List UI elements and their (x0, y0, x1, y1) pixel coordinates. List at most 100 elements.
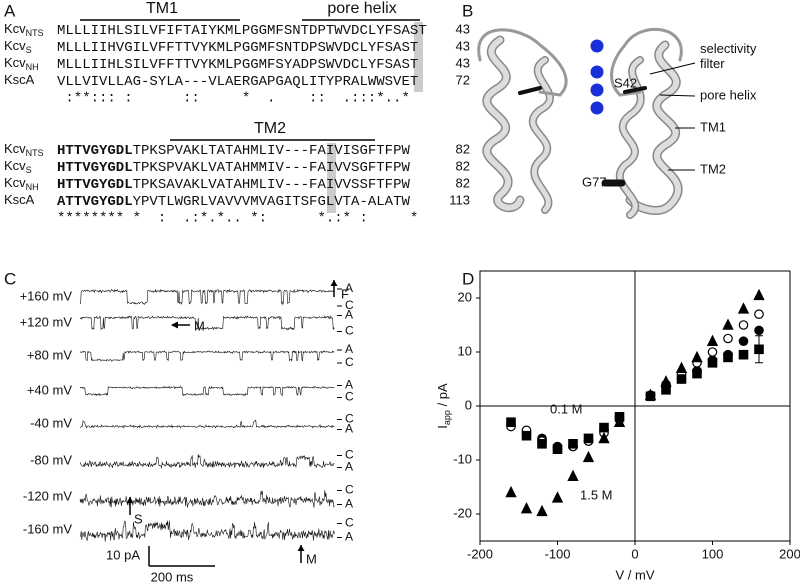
point (536, 504, 548, 517)
x-tick-label: 200 (779, 546, 800, 561)
sequence: HTTVGYGDLTPKSPVAKLVATAHMMIV---FAIVVSGFTF… (57, 160, 410, 176)
residue-number: 72 (456, 72, 470, 87)
point (753, 288, 765, 301)
state-label: C (345, 390, 354, 404)
region-label: TM2 (254, 120, 286, 137)
x-axis-label: V / mV (615, 567, 654, 582)
name-subscript: NTS (26, 148, 44, 158)
sequence: MLLLIIHVGILVFFTTVYKMLPGGMFSNTDPSWVDCLYFS… (57, 40, 418, 56)
point (723, 352, 733, 363)
ion (590, 65, 604, 79)
y-tick-label: 20 (458, 289, 472, 304)
name: KscA (4, 192, 35, 207)
point (738, 349, 749, 360)
state-label: A (345, 308, 353, 322)
point (505, 485, 517, 498)
sequence-name: KscA (4, 192, 35, 207)
leader-lines (649, 62, 696, 171)
point (613, 415, 626, 427)
sequence: MLLLIIHLSILVFFTTVYKMLPGGMFSYADPSWVDCLYFS… (57, 57, 418, 73)
state-label: C (345, 448, 354, 462)
residues: TPKSPVAKLVATAHMMIV---FAIVVSGFTFPW (133, 160, 411, 176)
sequence: ATTVGYGDLYPVTLWGRLVAVVVMVAGITSFGLVTA-ALA… (57, 194, 410, 210)
arrow-head (330, 280, 338, 286)
state-label: C (345, 412, 354, 426)
structure-label: selectivity filter (700, 41, 757, 71)
point (738, 336, 749, 346)
motif: HTTVGYGDL (57, 143, 133, 159)
point (722, 318, 734, 330)
state-label: A (345, 530, 353, 544)
state-label: C (345, 516, 354, 530)
state-label: A (345, 422, 353, 436)
y-axis-label: Iapp / pA (435, 383, 452, 429)
point (598, 431, 610, 444)
consensus: :**::: : :: * . :: .:::*..* (57, 91, 410, 107)
residue-number: 82 (456, 158, 470, 173)
point (521, 430, 532, 441)
state-label: C (345, 355, 354, 369)
y-tick-label: -20 (453, 505, 472, 520)
sequence-name: KcvNH (4, 175, 39, 192)
point (567, 469, 579, 481)
point (582, 450, 595, 463)
consensus: ******** * : .:*.*.. *: *.:* : * (57, 211, 418, 227)
residue-number: 43 (456, 55, 470, 70)
state-label: A (345, 378, 353, 392)
region-label: TM1 (146, 0, 178, 17)
y-tick-label: 0 (465, 397, 472, 412)
point (661, 385, 671, 395)
residue-number: 43 (456, 38, 470, 53)
residues: MLLLIIHVGILVFFTTVYKMLPGGMFSNTDPSWVDCLYFS… (57, 40, 418, 56)
panel-label: D (462, 269, 474, 288)
panel-label: A (4, 1, 16, 20)
state-label: C (345, 298, 354, 312)
current-trace (79, 419, 335, 430)
residues: YPVTLWGRLVAVVVMVAGITSFGLVTA-ALATW (133, 194, 411, 210)
ion (590, 101, 604, 115)
point (506, 417, 516, 427)
sequence-name: KcvS (4, 38, 32, 55)
point (660, 375, 672, 387)
state-label: A (345, 460, 353, 474)
sequence: MLLLIIHLSILVFIFTAIYKMLPGGMFSNTDPTWVDCLYF… (57, 23, 427, 39)
current-trace (79, 288, 335, 306)
point (738, 320, 749, 330)
point (706, 334, 719, 346)
sequence-name: KscA (4, 72, 35, 87)
point (520, 502, 533, 514)
current-trace (79, 520, 335, 542)
arrow-label: S (134, 511, 143, 526)
voltage-label: +80 mV (27, 347, 72, 362)
x-tick-label: -100 (544, 546, 570, 561)
residues: MLLLIIHLSILVFIFTAIYKMLPGGMFSNTDPTWVDCLYF… (57, 23, 427, 39)
residues: VLLVIVLLAG-SYLA---VLAERGAPGAQLITYPRALWWS… (57, 74, 418, 90)
highlight-column (414, 22, 423, 92)
voltage-label: +160 mV (20, 288, 73, 303)
point (737, 302, 750, 314)
point (707, 358, 718, 368)
annotation: 1.5 M (580, 487, 613, 502)
name-subscript: S (26, 165, 32, 175)
state-label: A (345, 497, 353, 511)
name: Kcv (4, 158, 26, 173)
sequence: HTTVGYGDLTPKSPVAKLTATAHMLIV---FAIVISGFTF… (57, 143, 410, 159)
name-subscript: NH (26, 182, 39, 192)
point (568, 439, 578, 449)
y-tick-label: -10 (453, 451, 472, 466)
residue-number: 82 (456, 141, 470, 156)
scale-label: 200 ms (151, 569, 194, 584)
scale-label: 10 pA (106, 547, 140, 562)
structure-label: S42 (614, 75, 637, 90)
current-trace (79, 454, 335, 469)
point (537, 439, 547, 449)
name: Kcv (4, 175, 26, 190)
label-main: I (435, 425, 450, 429)
residues: TPKSAVAKLVATAHMLIV---FAIVVSSFTFPW (133, 177, 411, 193)
region-label: pore helix (327, 0, 396, 17)
state-label: A (345, 281, 353, 295)
sequence: VLLVIVLLAG-SYLA---VLAERGAPGAQLITYPRALWWS… (57, 74, 418, 90)
arrow-label: M (194, 318, 205, 333)
residue-number: 113 (449, 192, 470, 207)
